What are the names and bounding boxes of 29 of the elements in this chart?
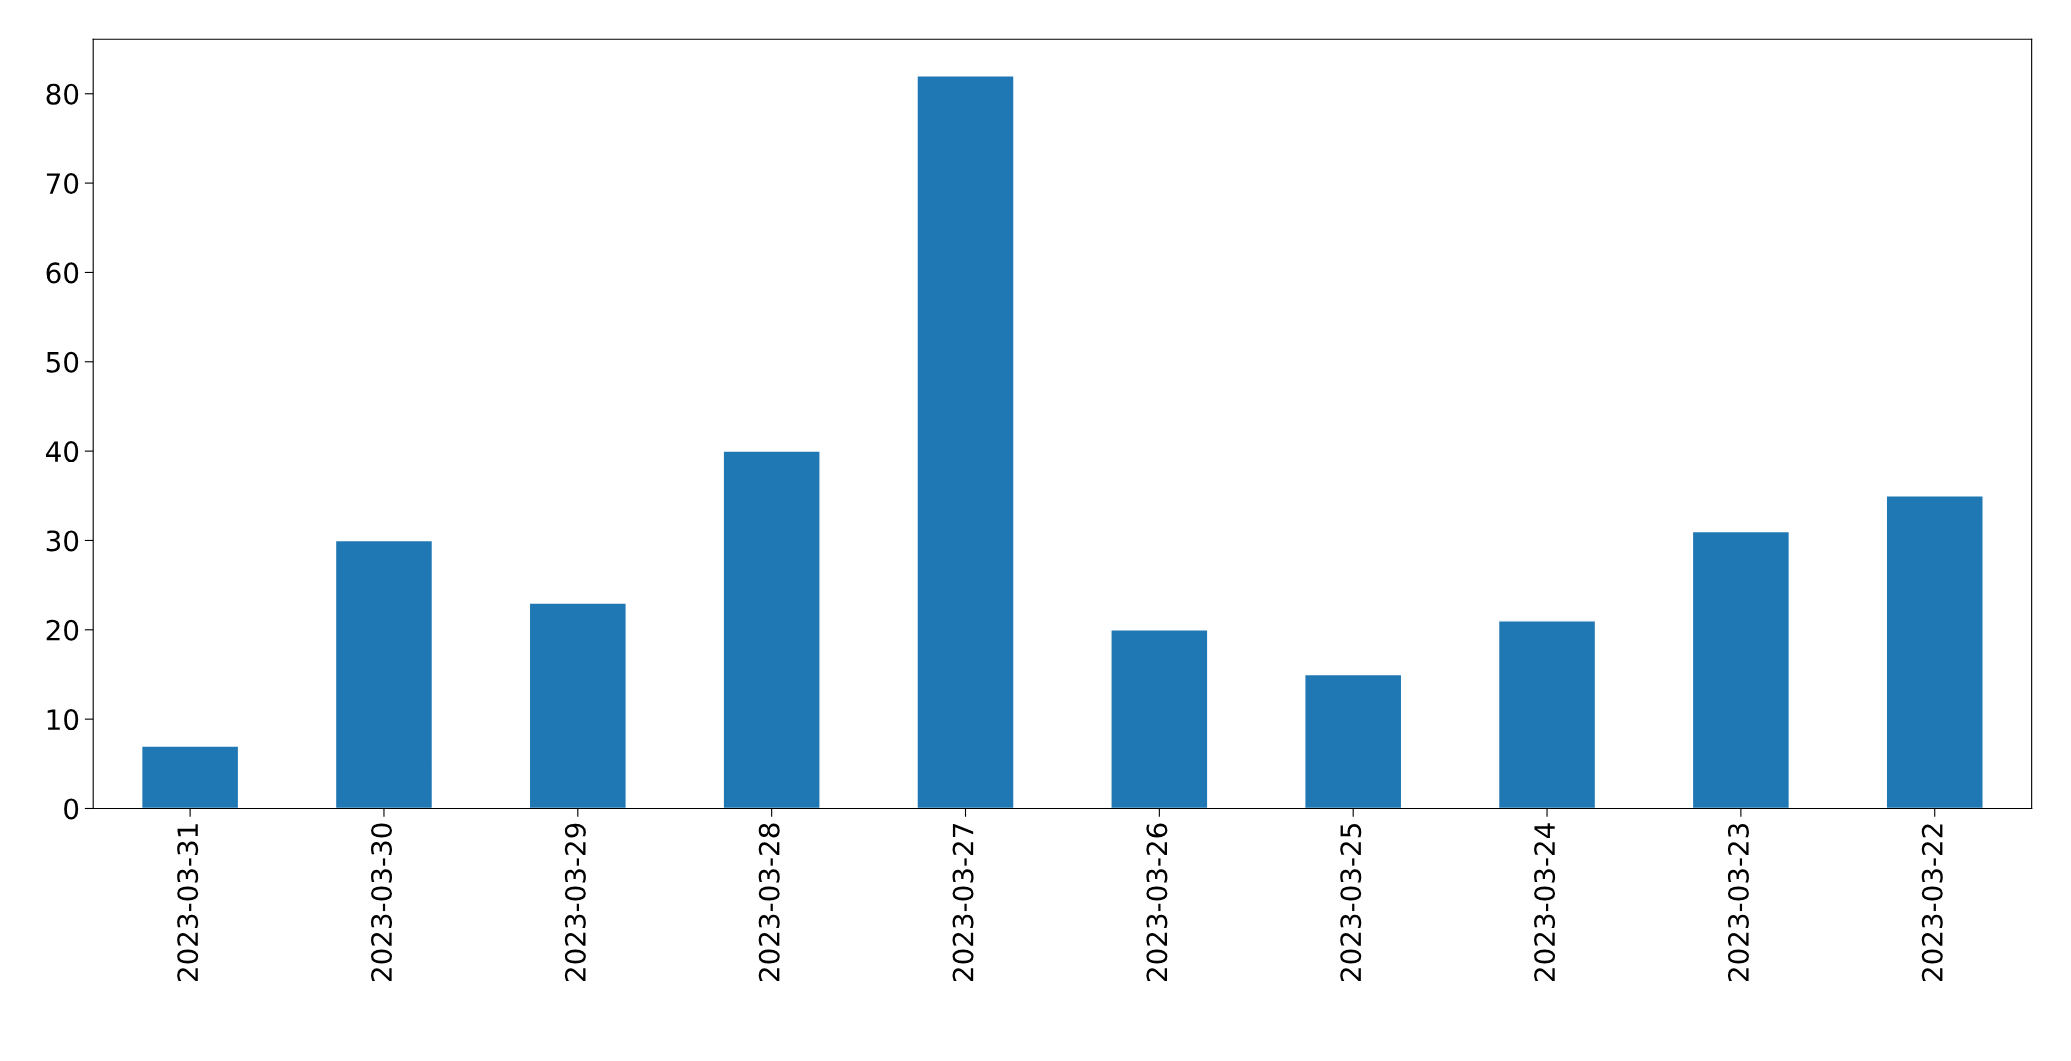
y-tick-label: 0 <box>64 798 79 820</box>
x-tick-label: 2023-03-31 <box>177 824 199 982</box>
y-tick-label: 30 <box>46 530 79 552</box>
bar <box>528 602 627 809</box>
bar <box>722 450 821 809</box>
x-tick-label: 2023-03-26 <box>1146 823 1168 982</box>
y-tick-label: 60 <box>46 262 79 284</box>
x-tick-label: 2023-03-28 <box>758 823 780 982</box>
bar <box>1110 629 1209 809</box>
bar <box>1885 495 1984 809</box>
x-tick-label: 2023-03-27 <box>952 824 974 982</box>
bar <box>334 539 434 809</box>
y-tick-label: 50 <box>46 351 79 373</box>
x-tick-label: 2023-03-30 <box>371 823 393 982</box>
bar <box>1304 673 1403 809</box>
bar <box>916 75 1015 809</box>
y-tick-label: 10 <box>47 709 79 731</box>
y-tick-label: 20 <box>46 619 79 641</box>
y-tick-label: 80 <box>46 83 79 105</box>
x-tick-label: 2023-03-23 <box>1727 823 1749 982</box>
bar <box>1691 530 1791 809</box>
bar <box>1497 620 1597 809</box>
x-tick-label: 2023-03-29 <box>564 823 586 982</box>
x-tick-label: 2023-03-25 <box>1340 824 1362 982</box>
x-tick-label: 2023-03-24 <box>1534 823 1556 982</box>
bar <box>140 745 240 809</box>
x-tick-label: 2023-03-22 <box>1921 824 1943 982</box>
y-tick-label: 40 <box>46 441 79 463</box>
y-tick-label: 70 <box>46 173 79 195</box>
